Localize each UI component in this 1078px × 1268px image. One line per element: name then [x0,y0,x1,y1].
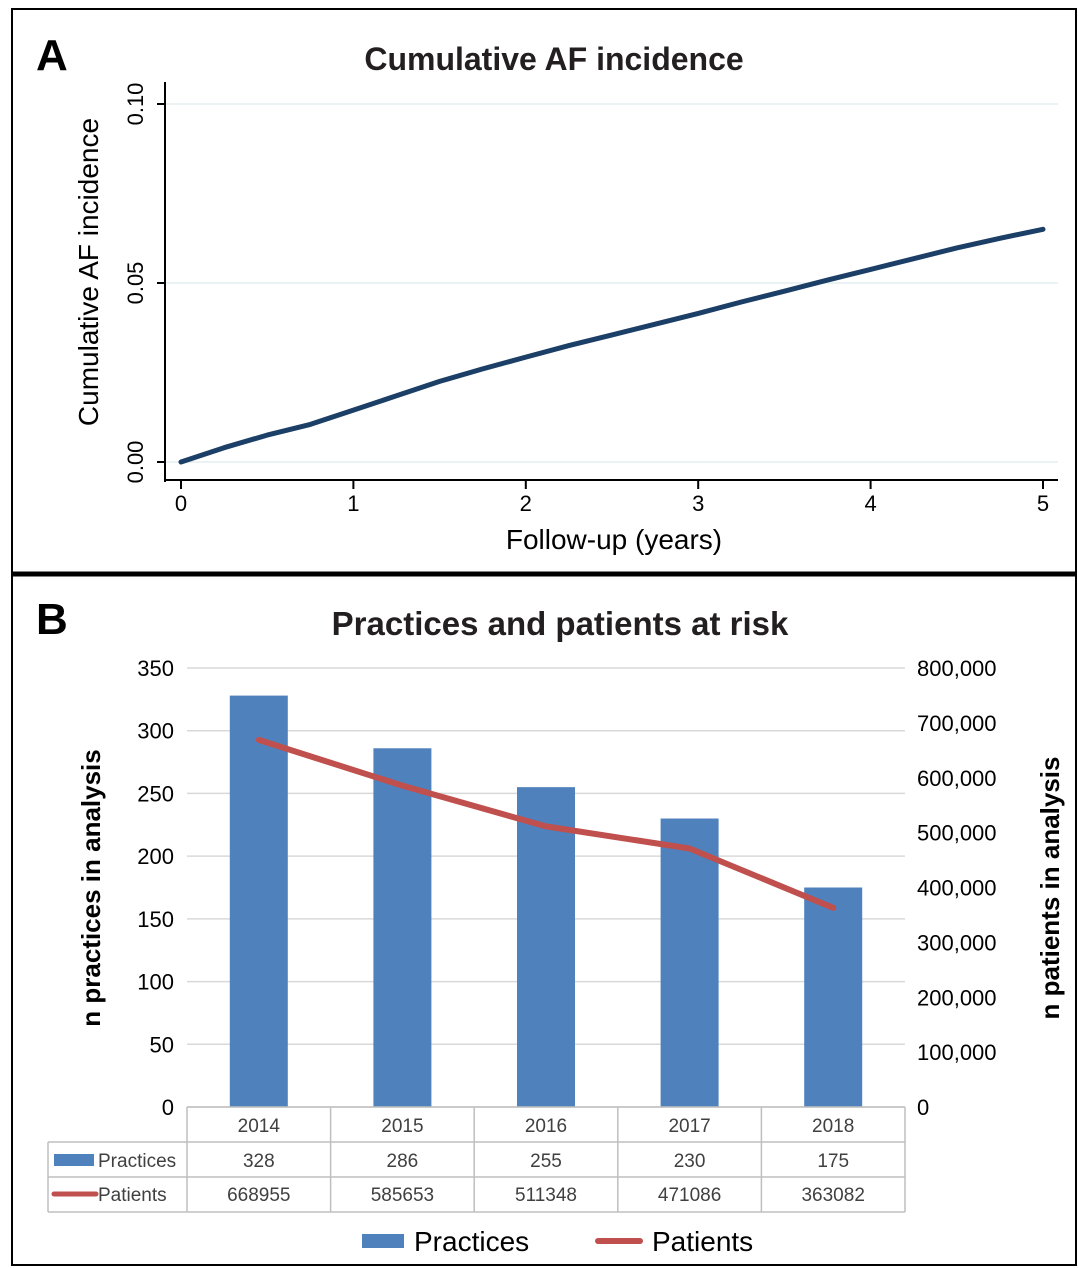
panel-a-y-label: Cumulative AF incidence [73,118,104,426]
table-patients-cell: 363082 [801,1185,864,1206]
panel-b-right-tick-label: 700,000 [917,711,997,736]
table-patients-cell: 668955 [227,1185,290,1206]
legend: Practices Patients [362,1226,753,1257]
table-year-cell: 2014 [238,1116,281,1137]
panel-b-left-tick-label: 350 [137,656,174,681]
table-cells: 2014 328 668955 2015 286 585653 2016 255 511348 2… [227,1116,865,1206]
panel-b-right-tick-label: 400,000 [917,876,997,901]
panel-b-letter: B [36,595,68,644]
panel-a-y-tick-label: 0.05 [123,262,148,305]
panel-b-left-tick-label: 300 [137,719,174,744]
legend-practices-swatch [362,1234,404,1248]
panel-b-left-tick-label: 100 [137,970,174,995]
panel-a-x-tick-label: 1 [347,491,359,516]
table-practices-cell: 230 [674,1151,706,1172]
panel-b-left-label: n practices in analysis [76,749,106,1026]
panel-a-y-ticks: 0.00 0.05 0.10 [123,83,165,484]
panel-b-right-tick-label: 0 [917,1095,929,1120]
table-practices-cell: 328 [243,1151,275,1172]
patients-line [255,736,837,911]
panel-a-x-tick-label: 0 [175,491,187,516]
table-practices-cell: 255 [530,1151,562,1172]
panel-b-left-tick-label: 0 [162,1095,174,1120]
panel-b-right-ticks: 0 100,000 200,000 300,000 400,000 500,000 600,… [917,656,997,1120]
panel-a-x-tick-label: 4 [864,491,876,516]
table-patients-cell: 585653 [371,1185,434,1206]
panel-a-letter: A [36,31,68,80]
panel-a-y-tick-label: 0.00 [123,441,148,484]
panel-a-x-tick-label: 3 [692,491,704,516]
panel-b-left-ticks: 0 50 100 150 200 250 300 350 [137,656,174,1120]
practices-bar [804,887,863,1107]
practices-bar [517,787,575,1107]
panel-b-right-tick-label: 600,000 [917,766,997,791]
table-practices-cell: 286 [387,1151,419,1172]
table-patients-cell: 471086 [658,1185,721,1206]
panel-b-right-tick-label: 800,000 [917,656,997,681]
panel-a: A Cumulative AF incidence 0.00 0.05 0.10 0… [36,31,1058,555]
table-row-label-practices: Practices [98,1151,176,1172]
panel-b-left-tick-label: 200 [137,844,174,869]
panel-b-right-tick-label: 500,000 [917,821,997,846]
panel-b-title: Practices and patients at risk [332,605,789,642]
table-year-cell: 2018 [812,1116,854,1137]
table-practices-key [54,1154,94,1166]
panel-a-y-tick-label: 0.10 [123,83,148,126]
practices-bar [660,818,719,1107]
table-year-cell: 2015 [381,1116,423,1137]
table-practices-cell: 175 [817,1151,849,1172]
panel-b-right-tick-label: 200,000 [917,985,997,1010]
practices-bars [229,695,863,1107]
panel-b-right-tick-label: 300,000 [917,930,997,955]
panel-b-left-tick-label: 150 [137,907,174,932]
table-grid [47,1106,906,1213]
panel-b: B Practices and patients at risk 0 50 100 1… [36,595,1065,1257]
panel-b-right-label: n patients in analysis [1035,757,1065,1020]
panel-b-left-tick-label: 50 [150,1032,174,1057]
panel-a-x-label: Follow-up (years) [506,524,722,555]
panel-a-x-tick-label: 5 [1037,491,1049,516]
panel-a-x-tick-label: 2 [520,491,532,516]
table-row-label-patients: Patients [98,1185,167,1206]
panel-a-title: Cumulative AF incidence [364,41,743,77]
practices-bar [373,748,432,1107]
table-patients-cell: 511348 [515,1185,577,1206]
incidence-curve [178,226,1046,465]
table-year-cell: 2017 [668,1116,710,1137]
panel-a-x-ticks: 0 1 2 3 4 5 [175,480,1049,516]
panel-b-left-tick-label: 250 [137,781,174,806]
panel-a-grid [165,103,1058,463]
table-year-cell: 2016 [525,1116,567,1137]
figure-frame [11,8,1077,1266]
legend-patients-label: Patients [652,1226,753,1257]
legend-practices-label: Practices [414,1226,529,1257]
practices-bar [229,695,288,1107]
panel-b-right-tick-label: 100,000 [917,1040,997,1065]
data-table: 2014 328 668955 2015 286 585653 2016 255 511348 2… [47,1106,906,1213]
